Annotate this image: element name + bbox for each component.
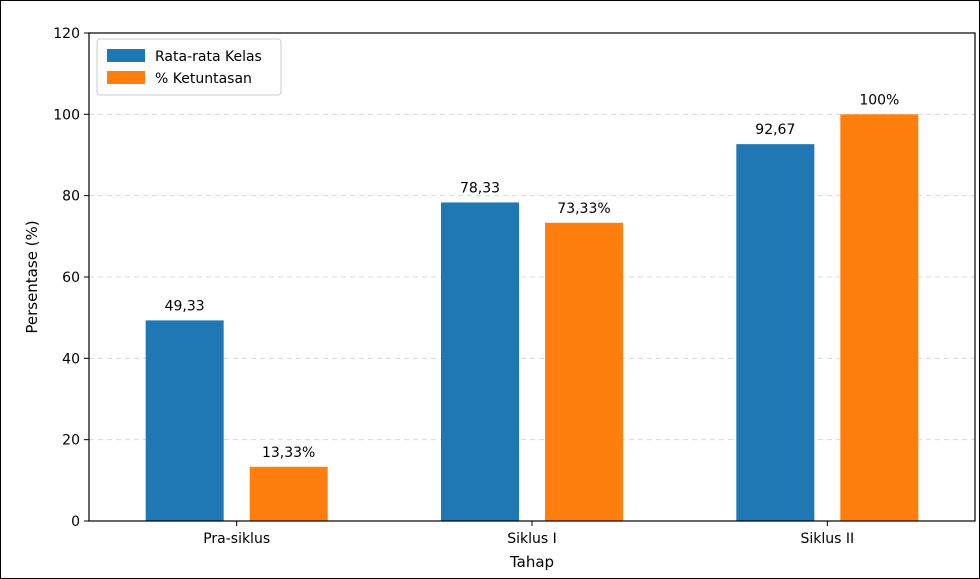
y-tick-label: 80	[62, 189, 80, 205]
legend-label-rata-rata-kelas: Rata-rata Kelas	[155, 49, 262, 65]
y-tick-label: 120	[53, 26, 80, 42]
grid-layer	[89, 113, 975, 441]
data-label-ketuntasan-siklus-ii: 100%	[859, 92, 899, 108]
y-tick-label: 100	[53, 107, 80, 123]
bars-layer	[145, 114, 919, 522]
data-label-ketuntasan-pra-siklus: 13,33%	[262, 445, 315, 461]
bar-rata-rata-kelas-pra-siklus	[145, 320, 224, 521]
y-tick-label: 0	[71, 514, 80, 530]
legend: Rata-rata Kelas % Ketuntasan	[96, 38, 282, 96]
x-tick-label-pra-siklus: Pra-siklus	[203, 531, 270, 547]
y-tick-label: 20	[62, 433, 80, 449]
legend-swatch-ketuntasan	[107, 71, 145, 84]
data-label-ketuntasan-siklus-i: 73,33%	[557, 201, 610, 217]
y-tick-label: 40	[62, 351, 80, 367]
bar-ketuntasan-siklus-ii	[840, 114, 919, 521]
x-tick-label-siklus-ii: Siklus II	[801, 531, 855, 547]
y-axis-label: Persentase (%)	[23, 220, 41, 333]
bar-ketuntasan-siklus-i	[545, 222, 623, 522]
x-axis-label: Tahap	[509, 553, 554, 571]
legend-swatch-rata-rata-kelas	[107, 49, 145, 62]
data-labels-layer: 49,33 13,33% 78,33 73,33% 92,67 100%	[165, 92, 900, 460]
x-tick-label-siklus-i: Siklus I	[507, 531, 557, 547]
data-label-rata-rata-kelas-siklus-i: 78,33	[460, 180, 500, 196]
bar-rata-rata-kelas-siklus-ii	[736, 144, 815, 521]
bar-ketuntasan-pra-siklus	[249, 466, 328, 521]
data-label-rata-rata-kelas-pra-siklus: 49,33	[165, 298, 205, 314]
legend-label-ketuntasan: % Ketuntasan	[155, 71, 252, 87]
ticks-layer: 0 20 40 60 80 100 120 Pra-siklus Siklus I Siklus …	[53, 26, 854, 547]
y-tick-label: 60	[62, 270, 80, 286]
data-label-rata-rata-kelas-siklus-ii: 92,67	[755, 122, 795, 138]
bar-rata-rata-kelas-siklus-i	[441, 202, 519, 521]
